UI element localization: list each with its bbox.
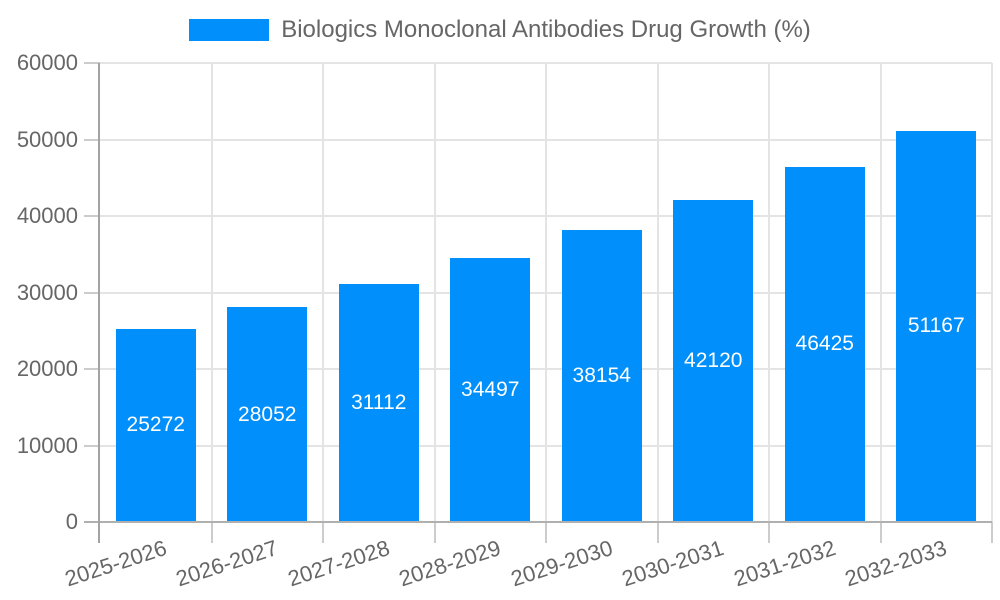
x-tick-label: 2032-2033 [841, 535, 950, 592]
chart-title: Biologics Monoclonal Antibodies Drug Gro… [281, 16, 811, 43]
bar [227, 307, 308, 521]
x-tick-label: 2028-2029 [395, 535, 504, 592]
x-axis-tick [433, 522, 436, 543]
y-tick-label: 50000 [16, 126, 78, 152]
bar-value-label: 25272 [126, 413, 185, 437]
bar-value-label: 34497 [461, 378, 520, 402]
x-tick-label: 2025-2026 [61, 535, 170, 592]
bar-value-label: 31112 [351, 390, 407, 414]
x-tick-label: 2029-2030 [507, 535, 616, 592]
y-axis-line [98, 63, 100, 543]
gridline-vertical [879, 63, 882, 522]
y-tick-label: 20000 [16, 356, 78, 381]
gridline-vertical [991, 63, 993, 522]
y-tick-label: 0 [65, 509, 78, 534]
bar [450, 258, 531, 521]
x-axis-tick [656, 522, 659, 543]
bar [896, 130, 977, 521]
x-axis-tick [879, 522, 882, 543]
y-axis-tick [84, 444, 100, 447]
y-axis-tick [84, 368, 100, 370]
x-tick-label: 2030-2031 [618, 535, 727, 592]
gridline-vertical [656, 63, 659, 522]
y-tick-label: 40000 [16, 203, 78, 228]
y-axis-tick [84, 291, 100, 294]
bar [784, 166, 865, 521]
bar [673, 199, 754, 521]
y-axis-tick [84, 62, 100, 64]
bar [561, 230, 642, 521]
gridline-vertical [768, 63, 770, 522]
x-axis-tick [545, 522, 547, 543]
y-tick-label: 60000 [16, 50, 78, 75]
legend: Biologics Monoclonal Antibodies Drug Gro… [0, 16, 1000, 44]
gridline-vertical [322, 63, 324, 522]
x-axis-tick [768, 522, 770, 543]
legend-item[interactable]: Biologics Monoclonal Antibodies Drug Gro… [189, 16, 811, 44]
bar [338, 283, 419, 521]
bar-value-label: 28052 [238, 402, 297, 426]
x-axis-line [84, 521, 992, 523]
bar-value-label: 46425 [795, 332, 854, 356]
x-axis-tick [322, 522, 324, 543]
bar-value-label: 51167 [907, 314, 965, 338]
legend-swatch [189, 19, 270, 41]
x-tick-label: 2026-2027 [172, 535, 281, 592]
bar-value-label: 42120 [684, 348, 743, 372]
y-axis-tick [84, 138, 100, 141]
x-axis-tick [991, 522, 993, 543]
x-axis-tick [210, 522, 213, 543]
bar [115, 328, 196, 521]
y-tick-label: 10000 [16, 432, 78, 458]
y-tick-label: 30000 [16, 279, 78, 305]
gridline-vertical [545, 63, 547, 522]
gridline-vertical [433, 63, 436, 522]
y-axis-tick [84, 215, 100, 217]
bar-value-label: 38154 [572, 364, 631, 388]
gridline-vertical [210, 63, 213, 522]
x-tick-label: 2027-2028 [284, 535, 393, 592]
x-tick-label: 2031-2032 [730, 535, 839, 592]
